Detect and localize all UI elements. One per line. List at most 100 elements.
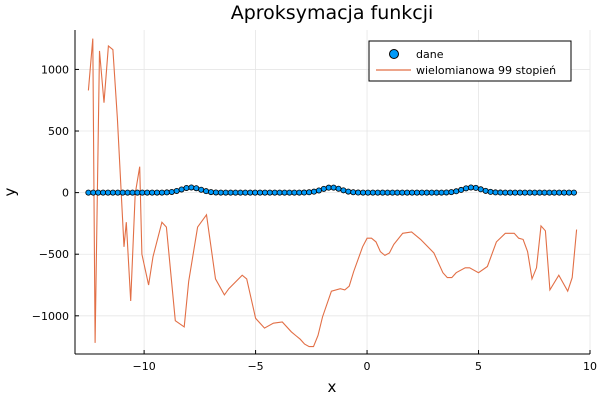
data-point-dane [315,187,322,194]
legend-marker-dane [389,49,399,59]
x-tick-label: 10 [583,360,597,373]
y-tick-label: 500 [48,125,69,138]
data-point-dane [306,189,313,196]
data-point-dane [413,189,420,196]
data-point-dane [507,189,514,196]
legend: dane wielomianowa 99 stopień [368,40,572,82]
data-point-dane [350,189,357,196]
data-point-dane [217,189,224,196]
data-point-dane [551,189,558,196]
data-point-dane [521,189,528,196]
data-point-dane [556,189,563,196]
data-point-dane [330,184,337,191]
x-axis-label: x [328,378,337,396]
legend-label-dane: dane [416,48,444,61]
series-line-polynomial [87,38,578,348]
data-point-dane [335,185,342,192]
data-point-dane [389,189,396,196]
data-point-dane [104,189,111,196]
data-point-dane [482,187,489,194]
data-point-dane [281,189,288,196]
data-point-dane [423,189,430,196]
data-point-dane [257,189,264,196]
data-point-dane [276,189,283,196]
data-point-dane [266,189,273,196]
data-point-dane [183,184,190,191]
data-point-dane [271,189,278,196]
data-point-dane [531,189,538,196]
data-point-dane [154,189,161,196]
data-point-dane [144,189,151,196]
plot-area [85,38,578,348]
data-point-dane [570,189,577,196]
data-point-dane [497,189,504,196]
data-point-dane [409,189,416,196]
data-point-dane [418,189,425,196]
data-point-dane [85,189,92,196]
data-point-dane [463,185,470,192]
data-point-dane [448,189,455,196]
data-point-dane [487,188,494,195]
data-point-dane [355,189,362,196]
data-point-dane [369,189,376,196]
data-point-dane [492,189,499,196]
data-point-dane [546,189,553,196]
data-point-dane [261,189,268,196]
data-point-dane [242,189,249,196]
data-point-dane [203,188,210,195]
y-tick-label: 1000 [41,63,69,76]
data-point-dane [379,189,386,196]
data-point-dane [232,189,239,196]
data-point-dane [178,186,185,193]
data-point-dane [566,189,573,196]
data-point-dane [163,189,170,196]
data-point-dane [109,189,116,196]
x-tick-label: 0 [364,360,371,373]
data-point-dane [296,189,303,196]
data-point-dane [310,188,317,195]
legend-box [368,40,572,82]
data-point-dane [149,189,156,196]
y-axis-label: y [1,187,19,196]
data-point-dane [222,189,229,196]
data-point-dane [512,189,519,196]
x-tick-label: −10 [133,360,156,373]
y-tick-label: −1000 [32,310,69,323]
data-point-dane [384,189,391,196]
data-point-dane [90,189,97,196]
data-point-dane [114,189,121,196]
data-point-dane [291,189,298,196]
data-point-dane [374,189,381,196]
data-point-dane [134,189,141,196]
data-point-dane [124,189,131,196]
data-point-dane [252,189,259,196]
data-point-dane [129,189,136,196]
data-point-dane [526,189,533,196]
data-point-dane [188,184,195,191]
data-point-dane [516,189,523,196]
data-point-dane [472,184,479,191]
data-point-dane [286,189,293,196]
data-point-dane [536,189,543,196]
data-point-dane [173,187,180,194]
data-point-dane [198,186,205,193]
data-point-dane [360,189,367,196]
data-point-dane [247,189,254,196]
data-point-dane [212,189,219,196]
data-point-dane [428,189,435,196]
data-point-dane [95,189,102,196]
data-point-dane [467,184,474,191]
data-point-dane [438,189,445,196]
data-point-dane [100,189,107,196]
x-tick-label: 5 [475,360,482,373]
data-point-dane [458,186,465,193]
data-point-dane [237,189,244,196]
data-point-dane [193,185,200,192]
data-point-dane [320,185,327,192]
y-tick-label: 0 [62,187,69,200]
data-point-dane [502,189,509,196]
data-point-dane [364,189,371,196]
axes [74,30,590,355]
data-point-dane [207,189,214,196]
